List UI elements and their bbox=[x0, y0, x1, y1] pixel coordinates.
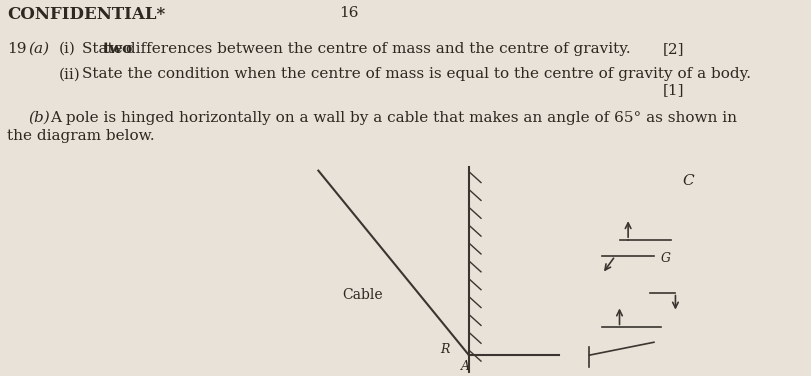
Text: [2]: [2] bbox=[662, 42, 683, 56]
Text: State: State bbox=[82, 42, 127, 56]
Text: (a): (a) bbox=[28, 42, 49, 56]
Text: two: two bbox=[102, 42, 132, 56]
Text: differences between the centre of mass and the centre of gravity.: differences between the centre of mass a… bbox=[121, 42, 630, 56]
Text: Cable: Cable bbox=[342, 288, 383, 302]
Text: the diagram below.: the diagram below. bbox=[6, 129, 154, 143]
Text: R: R bbox=[440, 343, 449, 356]
Text: A: A bbox=[461, 360, 470, 373]
Text: A pole is hinged horizontally on a wall by a cable that makes an angle of 65° as: A pole is hinged horizontally on a wall … bbox=[49, 111, 736, 125]
Text: (ii): (ii) bbox=[58, 67, 80, 82]
Text: 16: 16 bbox=[339, 6, 358, 20]
Text: CONFIDENTIAL*: CONFIDENTIAL* bbox=[6, 6, 165, 23]
Text: [1]: [1] bbox=[662, 83, 683, 97]
Text: C: C bbox=[682, 174, 693, 188]
Text: (i): (i) bbox=[58, 42, 75, 56]
Text: State the condition when the centre of mass is equal to the centre of gravity of: State the condition when the centre of m… bbox=[82, 67, 750, 82]
Text: G: G bbox=[660, 252, 670, 265]
Text: (b): (b) bbox=[28, 111, 50, 125]
Text: 19: 19 bbox=[6, 42, 26, 56]
